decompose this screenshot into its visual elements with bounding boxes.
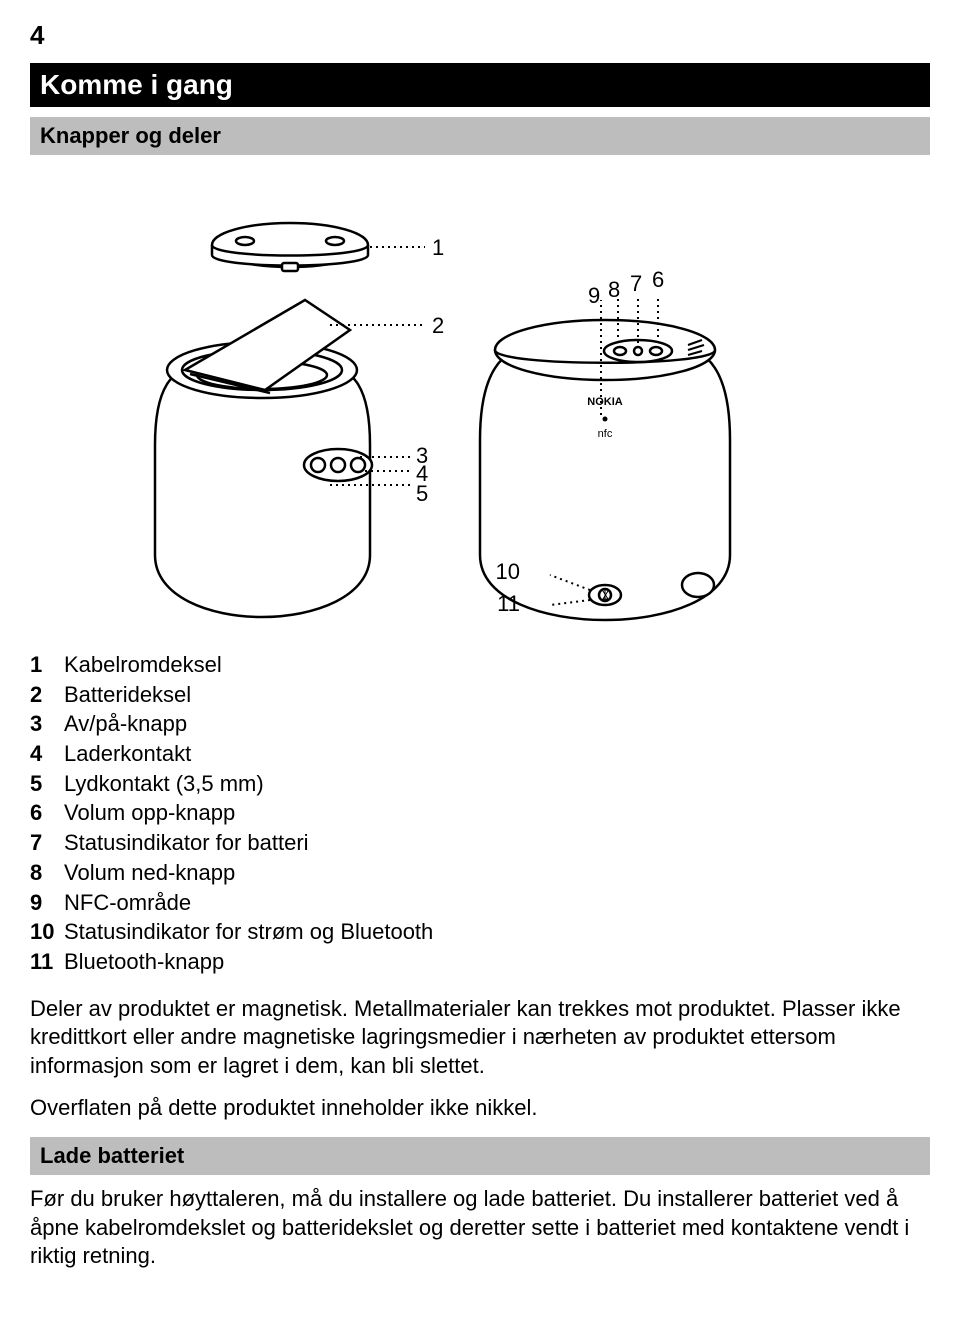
parts-list: 1 Kabelromdeksel 2 Batterideksel 3 Av/på… <box>30 650 930 977</box>
list-item: 5 Lydkontakt (3,5 mm) <box>30 769 930 799</box>
diagram-label-6: 6 <box>652 267 664 292</box>
sub-header-charge: Lade batteriet <box>30 1137 930 1175</box>
magnet-warning: Deler av produktet er magnetisk. Metallm… <box>30 995 930 1081</box>
part-label: Volum opp-knapp <box>64 798 235 828</box>
part-number: 11 <box>30 947 64 977</box>
diagram-label-10: 10 <box>496 559 520 584</box>
diagram-label-11: 11 <box>497 591 520 616</box>
diagram-label-1: 1 <box>432 235 444 260</box>
list-item: 3 Av/på-knapp <box>30 709 930 739</box>
list-item: 8 Volum ned-knapp <box>30 858 930 888</box>
diagram-label-8: 8 <box>608 277 620 302</box>
part-number: 1 <box>30 650 64 680</box>
part-number: 3 <box>30 709 64 739</box>
parts-diagram: NOKIA nfc <box>30 175 930 625</box>
diagram-label-9: 9 <box>588 283 600 308</box>
part-label: NFC-område <box>64 888 191 918</box>
nfc-text: nfc <box>598 428 613 440</box>
brand-text: NOKIA <box>587 396 623 408</box>
part-label: Kabelromdeksel <box>64 650 222 680</box>
list-item: 9 NFC-område <box>30 888 930 918</box>
sub-header-buttons-parts: Knapper og deler <box>30 117 930 155</box>
part-label: Volum ned-knapp <box>64 858 235 888</box>
part-label: Statusindikator for batteri <box>64 828 309 858</box>
nickel-note: Overflaten på dette produktet inneholder… <box>30 1094 930 1123</box>
part-number: 2 <box>30 680 64 710</box>
part-label: Statusindikator for strøm og Bluetooth <box>64 917 433 947</box>
diagram-label-2: 2 <box>432 313 444 338</box>
charge-instructions: Før du bruker høyttaleren, må du install… <box>30 1185 930 1271</box>
list-item: 2 Batterideksel <box>30 680 930 710</box>
part-number: 8 <box>30 858 64 888</box>
part-label: Av/på-knapp <box>64 709 187 739</box>
part-number: 4 <box>30 739 64 769</box>
part-label: Bluetooth-knapp <box>64 947 224 977</box>
diagram-label-7: 7 <box>630 271 642 296</box>
part-label: Lydkontakt (3,5 mm) <box>64 769 264 799</box>
list-item: 10 Statusindikator for strøm og Bluetoot… <box>30 917 930 947</box>
part-number: 5 <box>30 769 64 799</box>
list-item: 6 Volum opp-knapp <box>30 798 930 828</box>
list-item: 1 Kabelromdeksel <box>30 650 930 680</box>
section-title: Komme i gang <box>30 63 930 107</box>
part-label: Laderkontakt <box>64 739 191 769</box>
part-label: Batterideksel <box>64 680 191 710</box>
list-item: 11 Bluetooth-knapp <box>30 947 930 977</box>
list-item: 4 Laderkontakt <box>30 739 930 769</box>
part-number: 10 <box>30 917 64 947</box>
part-number: 9 <box>30 888 64 918</box>
part-number: 7 <box>30 828 64 858</box>
page-number: 4 <box>30 20 930 51</box>
part-number: 6 <box>30 798 64 828</box>
diagram-label-5: 5 <box>416 481 428 506</box>
list-item: 7 Statusindikator for batteri <box>30 828 930 858</box>
